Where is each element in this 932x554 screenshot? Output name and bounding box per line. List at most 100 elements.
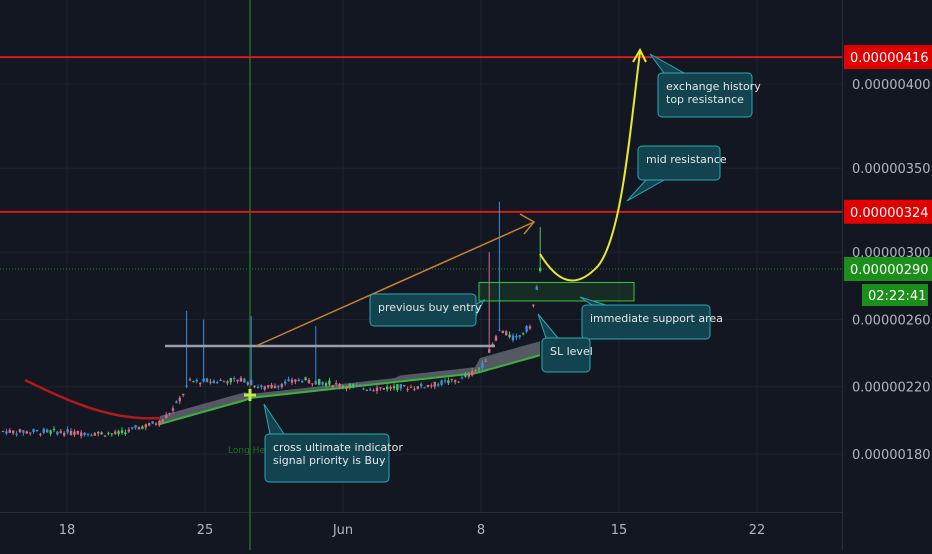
countdown-badge-bg [862, 284, 928, 306]
callout-previous-buy-entry-box [369, 293, 477, 327]
candle-body [358, 384, 362, 386]
price-badge: 0.00000324 [844, 199, 932, 224]
candle-body [239, 377, 243, 382]
candle-body [426, 384, 430, 387]
candle-body [35, 430, 39, 432]
candle-body [209, 381, 212, 383]
support-area-box [478, 281, 635, 302]
candle-body [481, 362, 484, 369]
candle-body [338, 383, 341, 387]
candle-body [423, 387, 426, 389]
projection-arrowhead [632, 47, 647, 63]
candle-body [260, 385, 263, 388]
candle-body [382, 388, 385, 390]
price-tick-label: 0.00000400 [852, 78, 931, 93]
candle-body [192, 381, 195, 383]
candle-body [49, 430, 52, 434]
candle-body [236, 379, 239, 382]
callout-exchange-history-text: top resistance [666, 93, 744, 106]
callout-mid-resistance-box [637, 145, 721, 181]
candle-body [443, 380, 447, 382]
candle-body [294, 379, 297, 382]
candle-body [474, 369, 477, 371]
candle-body [120, 430, 124, 433]
candle-body [314, 380, 317, 385]
ema-line [24, 378, 161, 420]
candle-body [110, 433, 113, 435]
candle-body [39, 434, 42, 436]
candle-body [389, 386, 392, 389]
time-axis[interactable]: 18 25 Jun 8 15 22 [59, 512, 766, 550]
candle-body [141, 426, 144, 429]
candle-body [508, 334, 511, 338]
candle-body [379, 387, 382, 389]
price-axis[interactable]: 0.000004000.000003500.000003000.00000260… [844, 45, 932, 463]
time-tick-label: Jun [332, 523, 353, 538]
price-badge-label: 0.00000416 [850, 51, 929, 66]
candle-body [42, 428, 45, 433]
price-badge-bg [844, 257, 932, 281]
candle-body [290, 379, 294, 383]
callout-previous-buy-entry[interactable]: previous buy entry [369, 293, 486, 327]
time-tick-label: 18 [59, 523, 76, 538]
candle-body [287, 379, 290, 382]
candle-body [399, 384, 402, 389]
candle-body [311, 383, 314, 385]
candle-body [253, 385, 256, 388]
time-axis-panel [0, 512, 842, 550]
callout-previous-buy-entry-text: previous buy entry [378, 301, 482, 314]
candle-body [178, 397, 181, 402]
callout-immediate-support-box [581, 304, 711, 340]
price-badge-label: 0.00000324 [850, 206, 929, 221]
drawings: Long Her [165, 47, 647, 456]
candle-body [365, 389, 368, 391]
candle-body [46, 429, 49, 433]
callout-sl-level[interactable]: SL level [537, 313, 593, 373]
candle-body [494, 336, 498, 341]
candle-body [355, 384, 358, 386]
candle-body [375, 387, 379, 392]
candle-body [532, 304, 535, 306]
candle-body [324, 383, 328, 386]
candle-body [86, 433, 90, 435]
candle-body [76, 430, 79, 435]
candle-body [134, 425, 137, 428]
candle-body [460, 377, 464, 379]
candle-body [69, 430, 73, 435]
candle-body [168, 413, 171, 415]
callout-exchange-history-text: exchange history [666, 80, 761, 93]
candle-body [522, 333, 525, 335]
candle-body [301, 381, 304, 383]
candle-body [158, 420, 161, 426]
callout-cross-indicator-text: signal priority is Buy [273, 454, 386, 467]
candle-body [256, 387, 260, 389]
candle-body [8, 430, 11, 433]
candle-body [335, 382, 338, 384]
callout-mid-resistance[interactable]: mid resistance [626, 145, 727, 202]
candle-body [127, 429, 130, 432]
candle-body [263, 386, 266, 390]
candle-body [270, 384, 273, 389]
candle-body [124, 432, 127, 435]
candle-body [80, 432, 83, 436]
candle-body [25, 431, 28, 434]
candle-body [501, 330, 504, 334]
candle-body [403, 385, 406, 387]
candle-body [528, 326, 532, 329]
candle-body [477, 368, 481, 370]
candle-body [273, 385, 277, 389]
time-tick-label: 25 [197, 523, 214, 538]
candle-body [267, 385, 270, 388]
candle-body [437, 384, 440, 386]
candle-body [103, 435, 107, 437]
callout-immediate-support[interactable]: immediate support area [579, 296, 723, 340]
candle-body [151, 421, 154, 424]
candle-body [219, 379, 222, 381]
candle-body [185, 385, 188, 387]
candle-body [416, 386, 419, 389]
